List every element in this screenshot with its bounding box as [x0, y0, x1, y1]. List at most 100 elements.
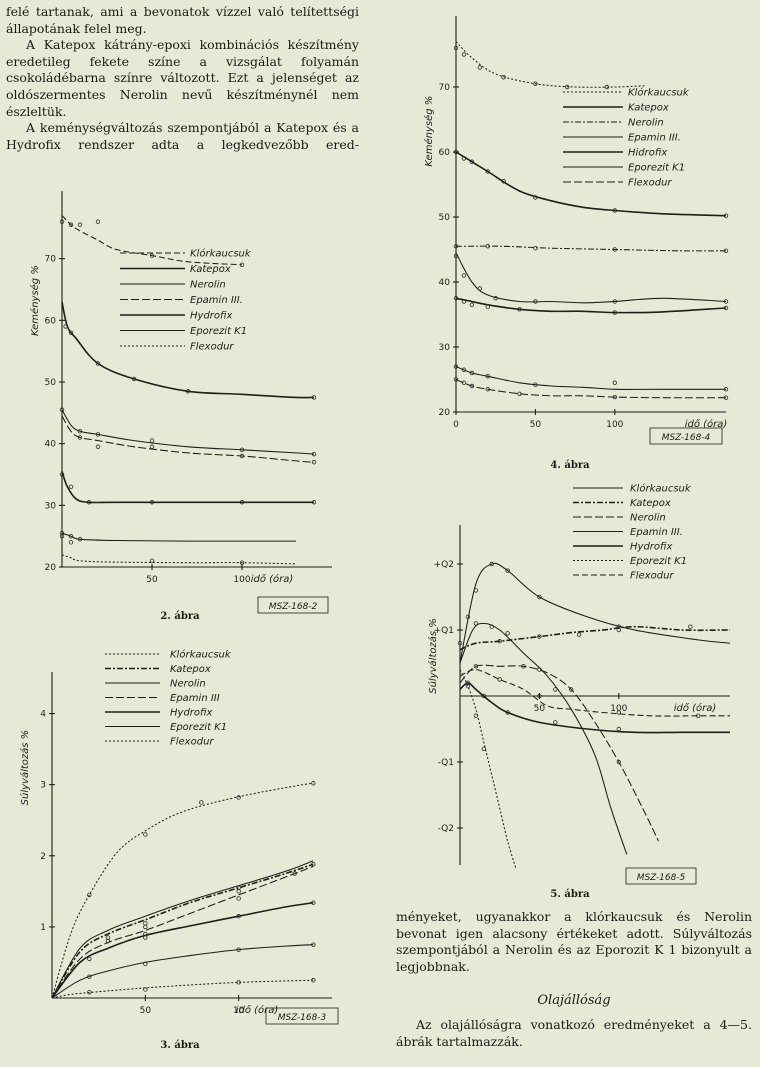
figure-code-box — [265, 1007, 339, 1025]
paragraph-3: A keménységváltozás szempontjából a Kate… — [6, 120, 359, 152]
series-line — [51, 863, 314, 999]
data-point — [616, 710, 622, 715]
series-line — [61, 532, 296, 542]
data-point — [239, 500, 245, 505]
legend-label: Epamin III. — [630, 527, 683, 538]
legend-label: Katepox — [628, 103, 669, 114]
legend-label: Nerolin — [170, 679, 206, 690]
data-point — [723, 387, 729, 392]
data-point — [185, 389, 191, 394]
legend-label: Nerolin — [630, 513, 666, 524]
figure-code-box — [649, 427, 723, 445]
data-point — [239, 453, 245, 459]
data-point — [501, 179, 506, 184]
data-point — [236, 889, 241, 894]
legend-label: Flexodur — [630, 571, 674, 582]
legend-label: Katepox — [190, 264, 231, 275]
data-point — [453, 377, 459, 382]
data-point — [469, 302, 475, 307]
data-point — [105, 935, 111, 940]
legend-label: Flexodur — [628, 178, 672, 189]
data-point — [143, 832, 148, 837]
series-line — [51, 865, 314, 999]
y-tick-label: -Q1 — [438, 758, 454, 768]
data-point — [131, 376, 137, 382]
y-tick-label: +Q2 — [434, 560, 454, 570]
data-point — [311, 459, 317, 465]
data-point — [461, 52, 467, 57]
legend-label: Hydrofix — [630, 542, 672, 553]
data-point — [149, 438, 155, 443]
bottom-text: ményeket, ugyanakkor a klórkaucsuk és Ne… — [396, 909, 752, 975]
series-line — [51, 901, 314, 999]
data-point — [87, 892, 92, 898]
data-point — [311, 395, 317, 400]
data-point — [68, 330, 74, 335]
series-line — [61, 415, 315, 463]
data-point — [95, 432, 101, 437]
series-line — [459, 625, 731, 651]
data-point — [461, 367, 467, 372]
data-point — [68, 484, 74, 490]
data-point — [505, 710, 510, 715]
legend-label: Eporezit K1 — [630, 556, 687, 567]
legend-label: Nerolin — [628, 118, 664, 129]
x-axis-label: idő (óra) — [251, 573, 294, 585]
data-point — [236, 896, 241, 901]
data-point — [239, 447, 245, 453]
data-point — [688, 624, 693, 629]
data-point — [461, 156, 467, 161]
data-point — [477, 286, 483, 291]
data-point — [564, 84, 570, 90]
figure-code: MSZ-168-4 — [662, 433, 711, 443]
legend-label: Katepox — [630, 498, 671, 509]
legend-label: Nerolin — [190, 280, 226, 291]
data-point — [86, 500, 92, 505]
figure-5-chart: +Q2 +Q1 -Q1 -Q2 50 100 idő (óra) Súlyváltozás %… — [427, 483, 731, 885]
y-axis-label: Súlyváltozás % — [427, 618, 439, 694]
y-tick-label: 40 — [439, 278, 451, 288]
data-point — [68, 533, 74, 539]
y-tick-label: 50 — [45, 378, 57, 388]
data-point — [696, 713, 701, 718]
data-point — [453, 149, 459, 155]
figure-code-box — [625, 867, 697, 885]
data-point — [143, 921, 148, 926]
data-point — [453, 364, 459, 369]
series-line — [51, 979, 314, 999]
legend-label: Hidrofix — [628, 148, 667, 159]
series-line — [455, 41, 647, 88]
data-point — [489, 561, 494, 567]
data-point — [68, 222, 74, 227]
legend-label: Eporezit K1 — [628, 163, 685, 174]
legend-label: Epamin III — [170, 693, 220, 704]
series-line — [61, 409, 315, 455]
data-point — [68, 540, 74, 545]
legend-label: Flexodur — [190, 342, 234, 353]
data-point — [453, 45, 459, 51]
section-heading: Olajállóság — [537, 993, 611, 1008]
data-point — [95, 361, 101, 366]
data-point — [311, 900, 316, 905]
data-point — [497, 677, 502, 682]
data-point — [537, 634, 542, 639]
data-point — [723, 305, 729, 311]
data-point — [87, 956, 92, 962]
data-point — [485, 387, 490, 392]
series-line — [455, 366, 726, 390]
data-point — [473, 588, 479, 593]
data-point — [533, 81, 538, 86]
y-tick-label: 20 — [45, 563, 57, 573]
figure-2-chart: 20 30 40 50 60 70 50 100 idő (óra) Keménység % Kló… — [29, 191, 332, 614]
data-point — [537, 667, 542, 672]
x-axis-label: idő (óra) — [685, 418, 728, 430]
data-point — [149, 500, 155, 505]
data-point — [236, 795, 241, 800]
data-point — [616, 624, 622, 629]
legend-label: Hydrofix — [170, 708, 212, 719]
y-tick-label: -Q2 — [438, 824, 454, 834]
series-line — [459, 669, 730, 717]
paragraph-1: felé tartanak, ami a bevonatok vízzel va… — [6, 4, 359, 36]
figure-code: MSZ-168-3 — [278, 1013, 327, 1023]
